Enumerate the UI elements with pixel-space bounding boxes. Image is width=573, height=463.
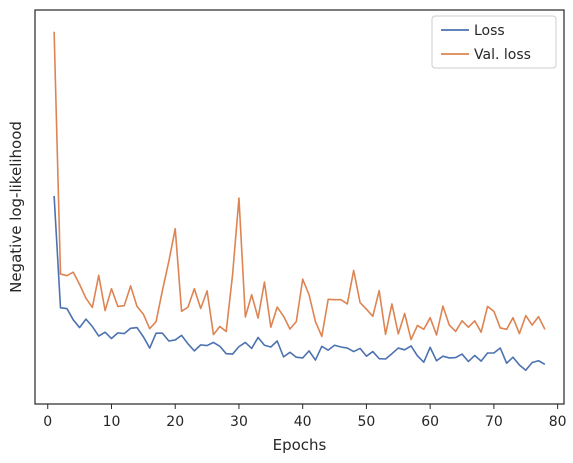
x-tick-label: 10 bbox=[103, 414, 121, 430]
plot-frame bbox=[34, 9, 565, 405]
y-axis-label: Negative log-likelihood bbox=[7, 121, 25, 293]
series-layer bbox=[53, 31, 546, 372]
legend-label-val-loss: Val. loss bbox=[474, 47, 531, 63]
x-axis-label: Epochs bbox=[273, 436, 327, 454]
series-line-val-loss bbox=[53, 31, 546, 341]
x-tick-label: 0 bbox=[43, 414, 52, 430]
x-ticks: 0 10 20 30 40 50 60 70 80 bbox=[43, 404, 567, 430]
x-tick-label: 70 bbox=[485, 414, 503, 430]
x-tick-label: 50 bbox=[358, 414, 376, 430]
legend: Loss Val. loss bbox=[431, 15, 557, 69]
x-tick-label: 80 bbox=[549, 414, 567, 430]
legend-box bbox=[431, 15, 557, 69]
x-tick-label: 40 bbox=[294, 414, 312, 430]
legend-label-loss: Loss bbox=[474, 23, 505, 39]
x-tick-label: 20 bbox=[166, 414, 184, 430]
series-line-loss bbox=[53, 195, 546, 372]
x-tick-label: 60 bbox=[421, 414, 439, 430]
x-tick-label: 30 bbox=[230, 414, 248, 430]
plot-background bbox=[35, 10, 564, 404]
